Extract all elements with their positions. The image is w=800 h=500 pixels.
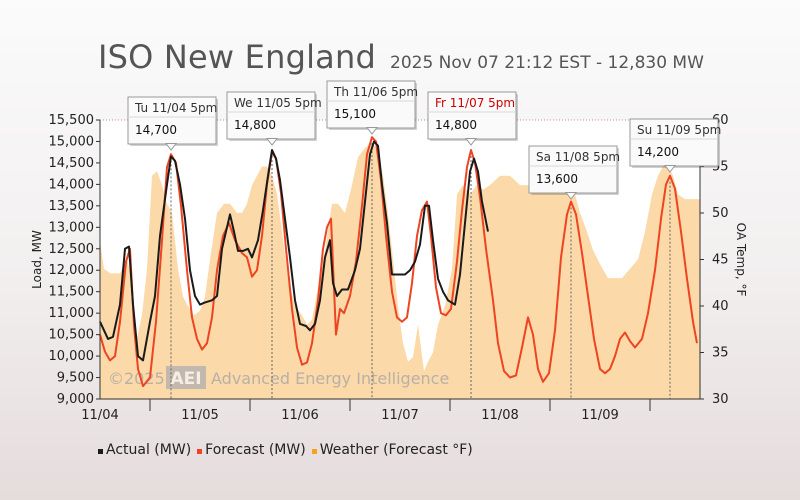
y-tick-label-6: 12,000 bbox=[49, 263, 95, 278]
callout-box-2 bbox=[326, 80, 416, 129]
callout-pointer-4 bbox=[564, 192, 578, 200]
callout-day-1: We 11/05 5pm bbox=[234, 96, 322, 110]
callout-1: We 11/05 5pm 14,800 bbox=[226, 91, 322, 146]
callout-pointer-0 bbox=[164, 143, 178, 151]
y-tick-label-10: 14,000 bbox=[49, 177, 95, 192]
y-tick-label-0: 9,000 bbox=[57, 392, 94, 407]
legend: Actual (MW) Forecast (MW) Weather (Forec… bbox=[98, 442, 473, 458]
y-tick-label-11: 14,500 bbox=[49, 156, 95, 171]
y2-tick-label-0: 30 bbox=[712, 392, 729, 407]
callout-box-0 bbox=[127, 96, 217, 145]
y2-axis-title: OA Temp, °F bbox=[734, 223, 748, 297]
watermark: ©2025 AEI Advanced Energy Intelligence bbox=[108, 366, 449, 389]
callout-pointer-2 bbox=[365, 127, 379, 135]
legend-item-weather[interactable]: Weather (Forecast °F) bbox=[311, 442, 473, 458]
callout-0: Tu 11/04 5pm 14,700 bbox=[127, 96, 218, 151]
watermark-logo: AEI bbox=[170, 369, 201, 389]
legend-label-forecast: Forecast (MW) bbox=[205, 442, 306, 458]
weather-area bbox=[100, 143, 700, 399]
forecast-line bbox=[99, 136, 698, 388]
x-tick-label-4: 11/08 bbox=[481, 408, 518, 423]
y2-tick-label-2: 40 bbox=[712, 299, 729, 314]
x-tick-label-0: 11/04 bbox=[81, 408, 118, 423]
legend-label-actual: Actual (MW) bbox=[106, 442, 192, 458]
y-tick-label-2: 10,000 bbox=[49, 349, 95, 364]
y-tick-label-4: 11,000 bbox=[49, 306, 95, 321]
legend-swatch-forecast bbox=[197, 448, 203, 454]
x-tick-label-1: 11/05 bbox=[181, 408, 218, 423]
callout-value-4: 13,600 bbox=[536, 172, 578, 186]
callout-day-4: Sa 11/08 5pm bbox=[536, 150, 620, 164]
callout-pointer-3 bbox=[464, 138, 478, 146]
y-tick-label-13: 15,500 bbox=[49, 113, 95, 128]
y-tick-label-8: 13,000 bbox=[49, 220, 95, 235]
callout-box-1 bbox=[226, 91, 316, 140]
weather-area-layer bbox=[100, 143, 700, 399]
peak-guides bbox=[170, 143, 671, 399]
callout-box-4 bbox=[528, 145, 618, 194]
callout-value-2: 15,100 bbox=[334, 107, 376, 121]
x-tick-label-5: 11/09 bbox=[581, 408, 618, 423]
x-tick-label-2: 11/06 bbox=[281, 408, 318, 423]
y2-tick-label-1: 35 bbox=[712, 346, 729, 361]
legend-swatch-actual bbox=[98, 448, 103, 454]
legend-label-weather: Weather (Forecast °F) bbox=[319, 442, 473, 458]
callout-pointer-5 bbox=[663, 165, 677, 173]
x-tick-label-3: 11/07 bbox=[381, 408, 418, 423]
watermark-logo-box bbox=[166, 366, 206, 389]
watermark-year: ©2025 bbox=[108, 369, 165, 388]
y2-tick-label-4: 50 bbox=[712, 206, 729, 221]
watermark-text: Advanced Energy Intelligence bbox=[211, 369, 449, 388]
callout-day-3: Fr 11/07 5pm bbox=[435, 96, 515, 110]
forecast-series bbox=[99, 136, 698, 388]
callout-5: Su 11/09 5pm 14,200 bbox=[629, 118, 721, 173]
y-tick-label-1: 9,500 bbox=[57, 371, 94, 386]
y-tick-label-7: 12,500 bbox=[49, 242, 95, 257]
callout-box-3 bbox=[427, 91, 517, 140]
y-tick-label-12: 15,000 bbox=[49, 134, 95, 149]
callout-value-1: 14,800 bbox=[234, 118, 276, 132]
callout-value-5: 14,200 bbox=[637, 145, 679, 159]
callout-2: Th 11/06 5pm 15,100 bbox=[326, 80, 418, 135]
legend-item-forecast[interactable]: Forecast (MW) bbox=[197, 442, 306, 458]
callout-box-5 bbox=[629, 118, 719, 167]
y-tick-label-9: 13,500 bbox=[49, 199, 95, 214]
actual-line bbox=[99, 140, 489, 362]
callout-4: Sa 11/08 5pm 13,600 bbox=[528, 145, 620, 200]
callout-day-2: Th 11/06 5pm bbox=[333, 85, 418, 99]
legend-swatch-weather bbox=[311, 448, 317, 454]
callout-value-0: 14,700 bbox=[135, 123, 177, 137]
callout-day-5: Su 11/09 5pm bbox=[637, 123, 721, 137]
peak-callouts: Tu 11/04 5pm 14,700 We 11/05 5pm 14,800 Th 1… bbox=[127, 80, 721, 200]
callout-value-3: 14,800 bbox=[435, 118, 477, 132]
y-tick-label-3: 10,500 bbox=[49, 328, 95, 343]
actual-series bbox=[99, 140, 489, 362]
callout-pointer-1 bbox=[265, 138, 279, 146]
y-axis-title: Load, MW bbox=[30, 230, 44, 289]
callout-3: Fr 11/07 5pm 14,800 bbox=[427, 91, 518, 146]
callout-day-0: Tu 11/04 5pm bbox=[134, 101, 217, 115]
page-title: ISO New England bbox=[98, 38, 376, 76]
legend-item-actual[interactable]: Actual (MW) bbox=[98, 442, 191, 458]
current-load-readout: 2025 Nov 07 21:12 EST - 12,830 MW bbox=[390, 53, 704, 73]
y-tick-label-5: 11,500 bbox=[49, 285, 95, 300]
y2-tick-label-3: 45 bbox=[712, 253, 729, 268]
